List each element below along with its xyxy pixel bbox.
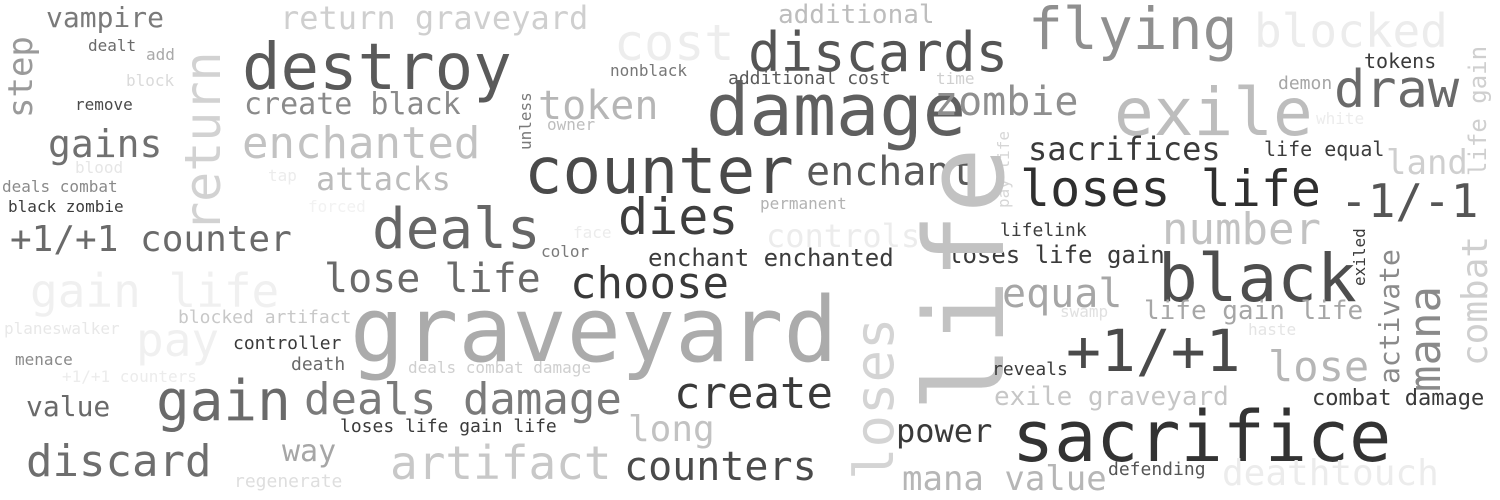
word-token: token	[538, 83, 659, 129]
word-mana-value: mana value	[902, 459, 1107, 499]
word-counter: counter	[524, 135, 794, 209]
word-plus-counters: +1/+1 counters	[62, 367, 197, 386]
word-swamp: swamp	[1060, 302, 1109, 321]
word-discards: discards	[748, 21, 1009, 84]
word-discard: discard	[26, 436, 212, 487]
word-sacrifices: sacrifices	[1028, 130, 1221, 168]
word-blood: blood	[75, 158, 124, 177]
word-minus-one: -1/-1	[1340, 174, 1479, 228]
word-counters: counters	[624, 444, 817, 490]
word-demon: demon	[1278, 73, 1333, 94]
word-loses-life-gain-life-sm: loses life gain life	[340, 416, 557, 437]
word-zombie: zombie	[934, 79, 1079, 125]
word-block: block	[126, 71, 175, 90]
word-face: face	[573, 223, 612, 242]
word-blocked-artifact: blocked artifact	[178, 307, 352, 328]
word-additional: additional	[778, 0, 935, 30]
word-additional-cost: additional cost	[728, 68, 891, 89]
word-land: land	[1386, 143, 1468, 183]
word-attacks: attacks	[316, 160, 451, 198]
word-equal: equal	[1002, 271, 1123, 317]
word-cost: cost	[614, 14, 735, 72]
word-way: way	[282, 434, 337, 469]
word-plus-counter: +1/+1 counter	[10, 219, 292, 260]
word-gains: gains	[48, 122, 163, 166]
word-life-gain: life gain	[1464, 45, 1492, 176]
word-loses: loses	[843, 317, 906, 480]
word-tokens: tokens	[1364, 49, 1437, 73]
word-controller: controller	[233, 333, 342, 354]
word-gain: gain	[156, 369, 291, 434]
word-long: long	[628, 409, 715, 450]
word-draw: draw	[1334, 60, 1460, 120]
word-black-zombie: black zombie	[8, 197, 124, 216]
word-exile: exile	[1114, 74, 1313, 151]
word-reveals: reveals	[992, 359, 1068, 380]
word-number: number	[1162, 204, 1321, 255]
word-death: death	[291, 354, 346, 375]
word-black: black	[1158, 240, 1357, 317]
word-deals-combat: deals combat	[2, 177, 118, 196]
word-planeswalker: planeswalker	[4, 319, 120, 338]
word-exiled: exiled	[1350, 228, 1369, 286]
word-blocked: blocked	[1254, 4, 1448, 58]
word-white: white	[1316, 109, 1365, 128]
word-damage: damage	[706, 68, 967, 152]
word-gain-life-bg: gain life	[30, 264, 280, 318]
word-permanent: permanent	[760, 194, 847, 213]
word-create: create	[674, 368, 833, 419]
word-create-black: create black	[244, 87, 461, 122]
word-loses-life-gain: loses life gain	[948, 241, 1165, 269]
word-power: power	[896, 412, 993, 450]
word-enchant-enchanted: enchant enchanted	[648, 244, 894, 272]
word-time: time	[936, 69, 975, 88]
word-deals-damage: deals damage	[304, 374, 622, 425]
word-graveyard: graveyard	[350, 278, 838, 383]
word-deathtouch: deathtouch	[1222, 453, 1439, 494]
word-step: step	[1, 36, 41, 118]
word-nonblack: nonblack	[610, 61, 688, 80]
word-life-equal: life equal	[1264, 137, 1385, 161]
word-flying: flying	[1028, 0, 1238, 63]
word-choose: choose	[570, 258, 729, 309]
word-lifelink: lifelink	[1000, 220, 1087, 241]
word-tap: tap	[268, 166, 297, 185]
word-add: add	[146, 45, 175, 64]
word-plus-one: +1/+1	[1066, 317, 1241, 385]
word-controls: controls	[766, 217, 921, 255]
word-enchant: enchant	[806, 149, 975, 195]
word-exile-graveyard: exile graveyard	[994, 382, 1229, 412]
word-deals-combat-damage: deals combat damage	[408, 358, 592, 377]
word-sacrifice: sacrifice	[1012, 396, 1392, 478]
word-vampire: vampire	[46, 1, 165, 34]
word-value: value	[26, 390, 111, 423]
word-loses-life: loses life	[1020, 160, 1322, 218]
word-haste: haste	[1248, 320, 1297, 339]
word-artifact: artifact	[390, 436, 612, 490]
word-combat-damage: combat damage	[1312, 386, 1485, 411]
word-return: return	[174, 51, 232, 232]
word-enchanted: enchanted	[242, 118, 481, 169]
word-dies: dies	[618, 188, 739, 246]
word-color: color	[541, 242, 590, 261]
word-life-gain-life: life gain life	[1144, 296, 1364, 326]
word-lose: lose	[1268, 342, 1370, 391]
word-forced: forced	[308, 197, 366, 216]
word-combat: combat	[1455, 235, 1496, 366]
word-dealt: dealt	[88, 36, 137, 55]
word-menace: menace	[15, 350, 73, 369]
word-pay: pay	[136, 313, 220, 367]
word-owner: owner	[547, 115, 596, 134]
word-lose-life: lose life	[324, 256, 541, 302]
word-destroy: destroy	[242, 31, 512, 105]
word-remove: remove	[75, 95, 133, 114]
word-deals: deals	[372, 197, 541, 262]
word-defending: defending	[1108, 459, 1206, 480]
word-regenerate: regenerate	[234, 471, 343, 492]
word-mana: mana	[1400, 286, 1451, 392]
word-return-graveyard: return graveyard	[280, 0, 589, 37]
